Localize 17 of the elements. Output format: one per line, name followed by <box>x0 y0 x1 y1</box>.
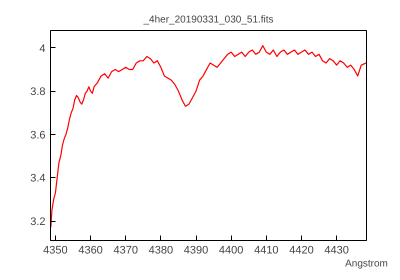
x-tick-label: 4410 <box>254 244 279 256</box>
x-tick-label: 4360 <box>78 244 103 256</box>
x-axis-title: Angstrom <box>345 258 388 270</box>
y-tick-label: 3.6 <box>30 129 46 142</box>
x-tick-label: 4430 <box>324 244 349 256</box>
line-series <box>50 45 366 228</box>
x-tick-label: 4420 <box>289 244 314 256</box>
x-tick-label: 4370 <box>113 244 138 256</box>
x-tick-label: 4380 <box>148 244 174 256</box>
y-tick-label: 3.4 <box>30 172 46 185</box>
x-tick-label: 4350 <box>43 244 68 256</box>
x-tick-label: 4390 <box>184 244 208 256</box>
y-tick-label: 3.8 <box>30 86 46 98</box>
y-tick-label: 3.2 <box>30 216 46 228</box>
x-tick-label: 4400 <box>218 244 244 256</box>
y-tick-label: 4 <box>39 42 46 55</box>
chart-title: _4her_20190331_030_51.fits <box>142 14 274 26</box>
